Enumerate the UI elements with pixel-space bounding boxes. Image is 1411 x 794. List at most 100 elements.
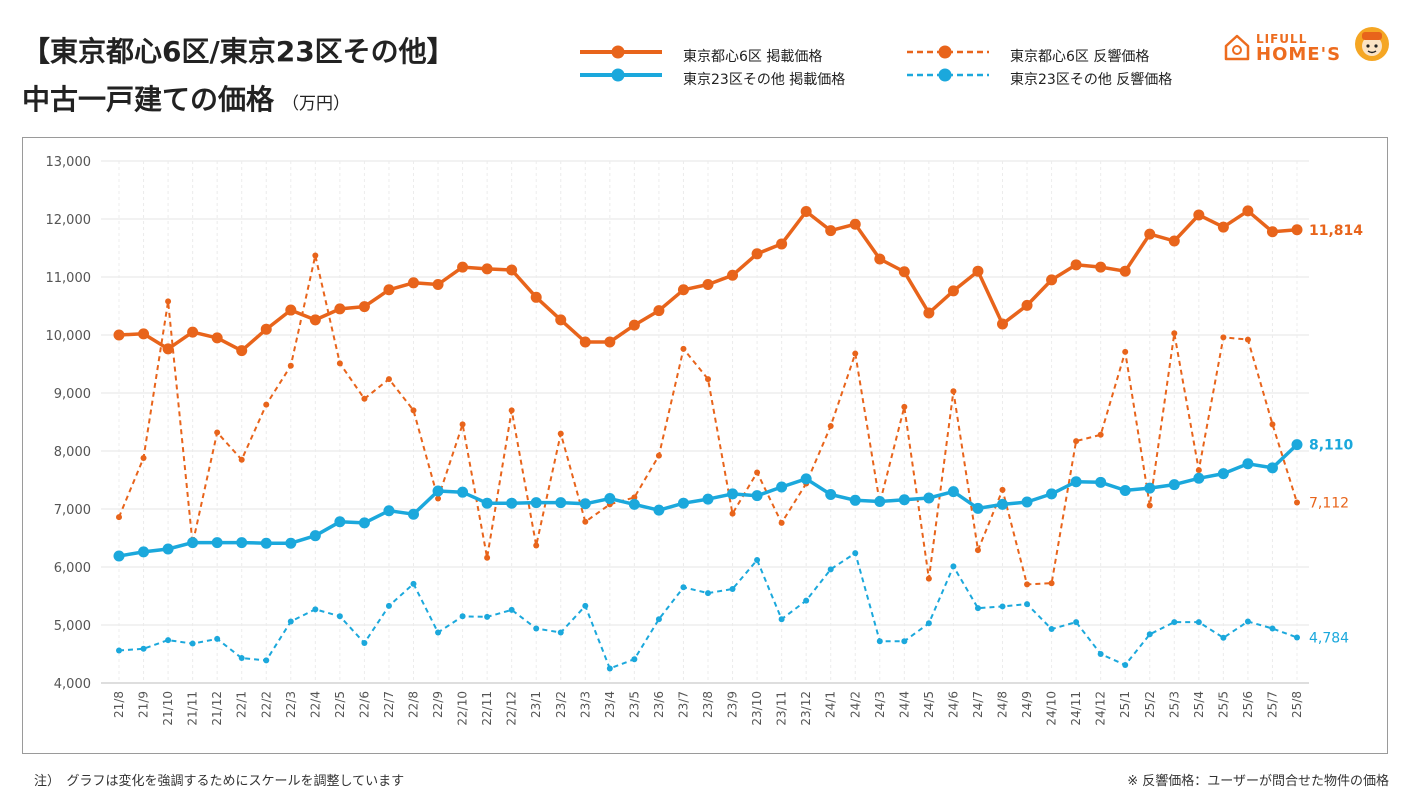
data-point (1266, 462, 1278, 474)
data-point (457, 261, 469, 273)
data-point (214, 429, 221, 436)
y-tick-label: 9,000 (54, 387, 91, 402)
x-tick-label: 24/8 (996, 691, 1010, 718)
data-point (825, 225, 837, 237)
data-point (287, 362, 294, 369)
data-point (1144, 482, 1156, 494)
data-point (138, 546, 150, 558)
data-point (138, 328, 150, 340)
x-tick-label: 25/6 (1241, 691, 1255, 718)
data-point (309, 530, 321, 542)
data-point (214, 635, 221, 642)
data-point (655, 452, 662, 459)
data-point (555, 497, 567, 509)
data-point (1242, 205, 1254, 217)
line-chart: 4,000 5,000 6,000 7,000 8,000 9,000 10,000 11,0… (46, 155, 1364, 726)
end-value-label: 7,112 (1309, 496, 1349, 512)
data-point (827, 566, 834, 573)
x-tick-label: 22/7 (382, 691, 396, 718)
data-point (263, 657, 270, 664)
data-point (974, 605, 981, 612)
data-point (1266, 226, 1278, 238)
data-point (410, 407, 417, 414)
data-point (852, 550, 859, 557)
data-point (187, 326, 199, 338)
data-point (925, 575, 932, 582)
data-point (1024, 581, 1031, 588)
data-point (579, 336, 591, 348)
data-point (606, 665, 613, 672)
x-tick-label: 24/10 (1045, 691, 1059, 726)
x-tick-label: 22/8 (407, 691, 421, 718)
data-point (628, 498, 640, 510)
data-point (506, 497, 518, 509)
end-value-label: 8,110 (1309, 438, 1354, 454)
data-point (999, 603, 1006, 610)
x-tick-label: 22/5 (333, 691, 347, 718)
data-point (677, 497, 689, 509)
data-point (582, 602, 589, 609)
data-point (1217, 468, 1229, 480)
data-point (432, 279, 444, 291)
data-point (901, 403, 908, 410)
data-point (361, 395, 368, 402)
x-tick-label: 23/3 (578, 691, 592, 718)
data-point (705, 376, 711, 383)
data-point (1220, 634, 1227, 641)
data-point (653, 305, 665, 317)
y-tick-label: 7,000 (54, 503, 91, 518)
y-tick-label: 11,000 (46, 271, 92, 286)
data-point (974, 547, 981, 554)
legend-swatch-central-inquiry (907, 45, 989, 59)
data-point (1021, 496, 1033, 508)
y-tick-label: 10,000 (46, 329, 92, 344)
data-point (285, 304, 297, 316)
data-point (972, 502, 984, 514)
data-point (827, 423, 834, 430)
data-point (116, 647, 122, 654)
data-point (655, 616, 662, 623)
x-tick-label: 25/8 (1290, 691, 1304, 718)
data-point (751, 490, 763, 502)
data-point (408, 508, 419, 520)
data-point (162, 343, 174, 355)
data-point (923, 492, 935, 504)
x-tick-label: 22/12 (505, 691, 519, 726)
x-tick-label: 25/4 (1192, 691, 1206, 718)
data-point (1195, 467, 1202, 474)
y-tick-label: 4,000 (54, 677, 91, 692)
data-point (1242, 458, 1254, 470)
data-point (1048, 626, 1055, 633)
x-tick-label: 22/3 (284, 691, 298, 718)
x-tick-label: 22/2 (259, 691, 273, 718)
data-point (898, 494, 910, 506)
data-point (533, 625, 540, 632)
data-point (1294, 634, 1300, 641)
x-tick-label: 24/11 (1069, 691, 1083, 726)
data-point (309, 314, 321, 326)
data-point (898, 266, 910, 278)
x-tick-label: 22/10 (456, 691, 470, 726)
x-tick-label: 24/6 (946, 691, 960, 718)
data-point (1070, 476, 1082, 488)
data-point (1144, 228, 1156, 240)
data-point (1269, 421, 1276, 428)
data-point (1291, 224, 1303, 236)
x-tick-label: 24/9 (1020, 691, 1034, 718)
data-point (435, 495, 442, 502)
x-tick-label: 24/1 (824, 691, 838, 718)
data-point (211, 537, 223, 549)
x-tick-label: 23/8 (701, 691, 715, 718)
x-tick-label: 23/1 (529, 691, 543, 718)
data-point (729, 586, 736, 593)
end-value-label: 4,784 (1309, 631, 1349, 647)
y-tick-label: 13,000 (46, 155, 92, 170)
data-point (1024, 601, 1031, 608)
data-point (702, 279, 714, 291)
data-point (582, 518, 589, 525)
x-tick-label: 25/7 (1265, 691, 1279, 718)
data-point (1119, 484, 1131, 496)
x-tick-label: 21/12 (210, 691, 224, 726)
legend-label: 東京都心6区 掲載価格 (683, 49, 823, 65)
data-point (189, 640, 196, 647)
